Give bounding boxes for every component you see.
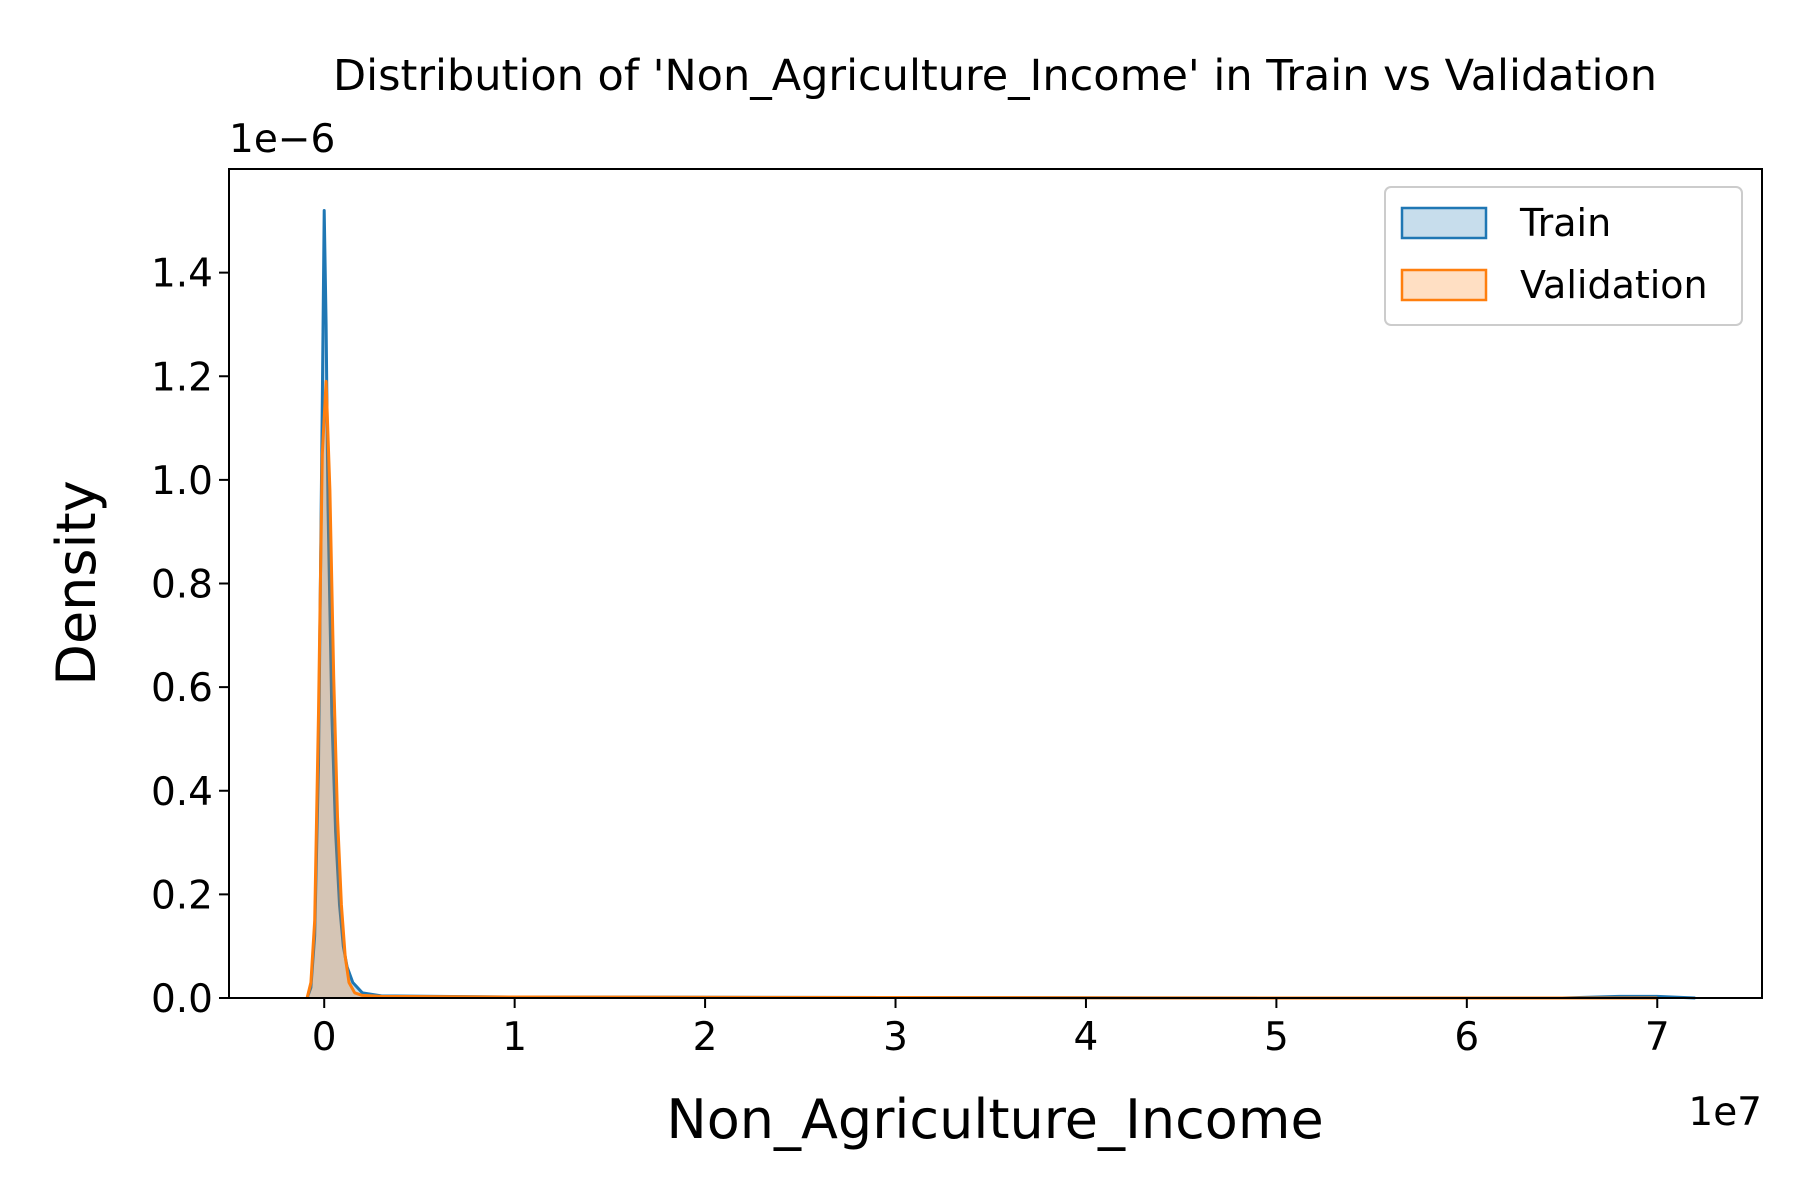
legend-label-train: Train <box>1519 201 1611 245</box>
legend: Train Validation <box>1384 186 1743 326</box>
legend-frame <box>1384 186 1743 326</box>
y-tick-label: 0.8 <box>151 563 213 608</box>
y-tick-label: 1.0 <box>151 459 213 504</box>
x-tick-label: 7 <box>1645 1015 1670 1060</box>
x-axis-ticks: 0 1 2 3 4 5 6 7 <box>312 998 1670 1060</box>
legend-swatch-train <box>1400 206 1488 240</box>
x-tick-label: 6 <box>1454 1015 1479 1060</box>
y-axis-ticks: 0.0 0.2 0.4 0.6 0.8 1.0 1.2 1.4 <box>151 252 229 1022</box>
legend-label-validation: Validation <box>1520 263 1708 307</box>
x-tick-label: 2 <box>693 1015 718 1060</box>
y-offset-text: 1e−6 <box>229 117 335 162</box>
legend-swatch-validation <box>1400 268 1488 302</box>
y-tick-label: 1.4 <box>151 252 213 297</box>
x-tick-label: 5 <box>1264 1015 1289 1060</box>
y-axis-label: Density <box>45 480 108 685</box>
x-tick-label: 4 <box>1074 1015 1099 1060</box>
y-tick-label: 0.0 <box>151 977 213 1022</box>
x-axis-label: Non_Agriculture_Income <box>666 1088 1323 1151</box>
x-tick-label: 3 <box>883 1015 908 1060</box>
x-tick-label: 0 <box>312 1015 337 1060</box>
y-tick-label: 0.2 <box>151 873 213 918</box>
chart-title: Distribution of 'Non_Agriculture_Income'… <box>333 51 1657 101</box>
y-tick-label: 0.6 <box>151 666 213 711</box>
y-tick-label: 1.2 <box>151 355 213 400</box>
x-tick-label: 1 <box>502 1015 527 1060</box>
y-tick-label: 0.4 <box>151 770 213 815</box>
x-offset-text: 1e7 <box>1688 1090 1762 1135</box>
